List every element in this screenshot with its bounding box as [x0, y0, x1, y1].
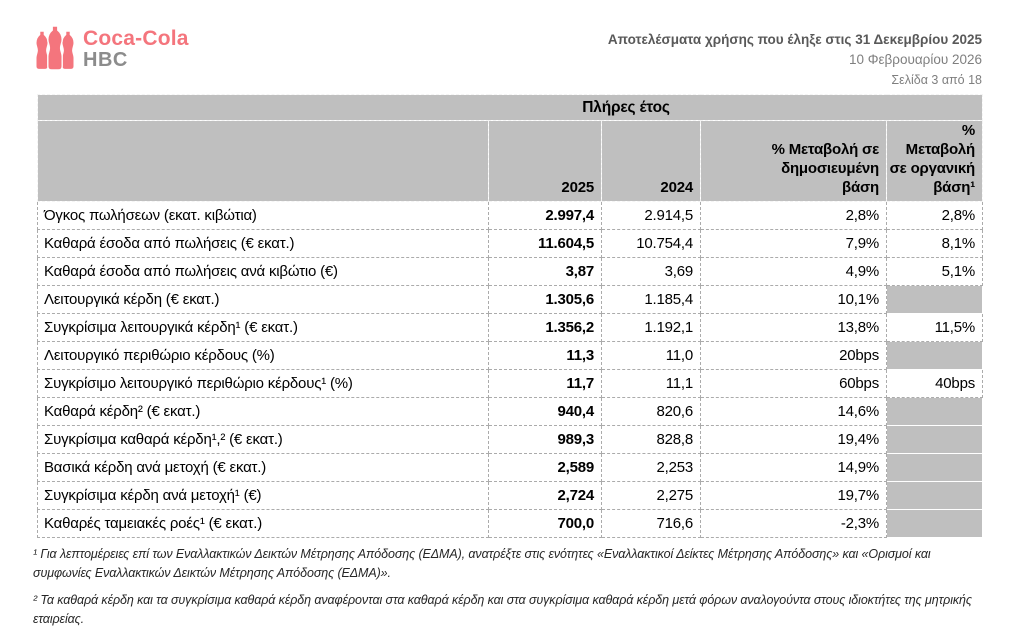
table-row: Λειτουργικά κέρδη (€ εκατ.) 1.305,6 1.18… [37, 285, 984, 314]
logo-brand-text: Coca-Cola [83, 27, 189, 50]
value-2025: 989,3 [488, 425, 602, 454]
value-2025: 2.997,4 [488, 201, 602, 230]
table-row: Βασικά κέρδη ανά μετοχή (€ εκατ.) 2,589 … [37, 453, 984, 482]
bottles-icon [35, 25, 75, 71]
report-title: Αποτελέσματα χρήσης που έληξε στις 31 Δε… [607, 32, 982, 47]
results-table-container: Πλήρες έτος 2025 2024 % Μεταβολή σε δημο… [36, 94, 984, 538]
value-2024: 3,69 [601, 257, 701, 286]
row-label: Βασικά κέρδη ανά μετοχή (€ εκατ.) [37, 453, 489, 482]
table-span-header-row: Πλήρες έτος [36, 94, 984, 121]
value-published-change: 19,4% [700, 425, 887, 454]
report-date: 10 Φεβρουαρίου 2026 [848, 52, 982, 67]
value-2024: 828,8 [601, 425, 701, 454]
row-label: Λειτουργικά κέρδη (€ εκατ.) [37, 285, 489, 314]
value-organic-change: 2,8% [885, 201, 984, 230]
document-header: Αποτελέσματα χρήσης που έληξε στις 31 Δε… [608, 30, 982, 90]
table-row: Καθαρά κέρδη² (€ εκατ.) 940,4 820,6 14,6… [37, 397, 984, 426]
row-label: Συγκρίσιμα κέρδη ανά μετοχή¹ (€) [37, 481, 489, 510]
value-published-change: 7,9% [700, 229, 887, 258]
value-published-change: -2,3% [700, 509, 887, 538]
blocked-cell [885, 341, 984, 370]
table-row: Όγκος πωλήσεων (εκατ. κιβώτια) 2.997,4 2… [37, 201, 984, 230]
column-header-label [37, 120, 489, 202]
value-2025: 2,589 [488, 453, 602, 482]
table-row: Λειτουργικό περιθώριο κέρδους (%) 11,3 1… [37, 341, 984, 370]
value-2025: 3,87 [488, 257, 602, 286]
value-2025: 11,7 [488, 369, 602, 398]
row-label: Συγκρίσιμα λειτουργικά κέρδη¹ (€ εκατ.) [37, 313, 489, 342]
row-label: Όγκος πωλήσεων (εκατ. κιβώτια) [37, 201, 489, 230]
value-2025: 700,0 [488, 509, 602, 538]
table-row: Συγκρίσιμο λειτουργικό περιθώριο κέρδους… [37, 369, 984, 398]
column-header-2025: 2025 [488, 120, 602, 202]
row-label: Λειτουργικό περιθώριο κέρδους (%) [37, 341, 489, 370]
blocked-cell [885, 425, 984, 454]
table-column-header-row: 2025 2024 % Μεταβολή σε δημοσιευμένη βάσ… [37, 120, 984, 202]
value-2024: 820,6 [601, 397, 701, 426]
results-table: Πλήρες έτος 2025 2024 % Μεταβολή σε δημο… [36, 94, 984, 538]
value-2025: 11.604,5 [488, 229, 602, 258]
value-2024: 10.754,4 [601, 229, 701, 258]
row-label: Συγκρίσιμο λειτουργικό περιθώριο κέρδους… [37, 369, 489, 398]
value-organic-change: 40bps [885, 369, 984, 398]
row-label: Καθαρά έσοδα από πωλήσεις ανά κιβώτιο (€… [37, 257, 489, 286]
value-2024: 11,0 [601, 341, 701, 370]
value-2025: 1.305,6 [488, 285, 602, 314]
value-published-change: 14,6% [700, 397, 887, 426]
value-2024: 11,1 [601, 369, 701, 398]
value-organic-change: 5,1% [885, 257, 984, 286]
value-2024: 716,6 [601, 509, 701, 538]
table-row: Καθαρά έσοδα από πωλήσεις ανά κιβώτιο (€… [37, 257, 984, 286]
row-label: Καθαρά έσοδα από πωλήσεις (€ εκατ.) [37, 229, 489, 258]
value-published-change: 14,9% [700, 453, 887, 482]
table-row: Συγκρίσιμα λειτουργικά κέρδη¹ (€ εκατ.) … [37, 313, 984, 342]
logo-sub-text: HBC [83, 49, 128, 71]
table-row: Καθαρές ταμειακές ροές¹ (€ εκατ.) 700,0 … [37, 509, 984, 538]
value-published-change: 10,1% [700, 285, 887, 314]
value-2024: 1.185,4 [601, 285, 701, 314]
row-label: Καθαρά κέρδη² (€ εκατ.) [37, 397, 489, 426]
value-2024: 2,275 [601, 481, 701, 510]
blocked-cell [885, 481, 984, 510]
value-2025: 11,3 [488, 341, 602, 370]
row-label: Καθαρές ταμειακές ροές¹ (€ εκατ.) [37, 509, 489, 538]
value-organic-change: 8,1% [885, 229, 984, 258]
value-published-change: 13,8% [700, 313, 887, 342]
blocked-cell [885, 285, 984, 314]
value-published-change: 4,9% [700, 257, 887, 286]
full-year-header: Πλήρες έτος [36, 94, 984, 121]
column-header-published-change: % Μεταβολή σε δημοσιευμένη βάση [700, 120, 887, 202]
footnotes-section: ¹ Για λεπτομέρειες επί των Εναλλακτικών … [33, 545, 985, 626]
value-published-change: 2,8% [700, 201, 887, 230]
value-2024: 2.914,5 [601, 201, 701, 230]
column-header-2024: 2024 [601, 120, 701, 202]
table-row: Συγκρίσιμα κέρδη ανά μετοχή¹ (€) 2,724 2… [37, 481, 984, 510]
row-label: Συγκρίσιμα καθαρά κέρδη¹,² (€ εκατ.) [37, 425, 489, 454]
value-organic-change: 11,5% [885, 313, 984, 342]
value-2024: 2,253 [601, 453, 701, 482]
value-published-change: 19,7% [700, 481, 887, 510]
value-2025: 2,724 [488, 481, 602, 510]
page-indicator: Σελίδα 3 από 18 [891, 73, 982, 87]
blocked-cell [885, 453, 984, 482]
blocked-cell [885, 397, 984, 426]
value-2025: 1.356,2 [488, 313, 602, 342]
table-row: Καθαρά έσοδα από πωλήσεις (€ εκατ.) 11.6… [37, 229, 984, 258]
footnote-2: ² Τα καθαρά κέρδη και τα συγκρίσιμα καθα… [33, 592, 972, 626]
value-2025: 940,4 [488, 397, 602, 426]
value-2024: 1.192,1 [601, 313, 701, 342]
footnote-1: ¹ Για λεπτομέρειες επί των Εναλλακτικών … [33, 547, 931, 581]
column-header-organic-change: % Μεταβολή σε οργανική βάση¹ [885, 120, 984, 202]
value-published-change: 60bps [700, 369, 887, 398]
company-logo: Coca-Cola HBC [34, 25, 189, 73]
blocked-cell [885, 509, 984, 538]
table-row: Συγκρίσιμα καθαρά κέρδη¹,² (€ εκατ.) 989… [37, 425, 984, 454]
value-published-change: 20bps [700, 341, 887, 370]
